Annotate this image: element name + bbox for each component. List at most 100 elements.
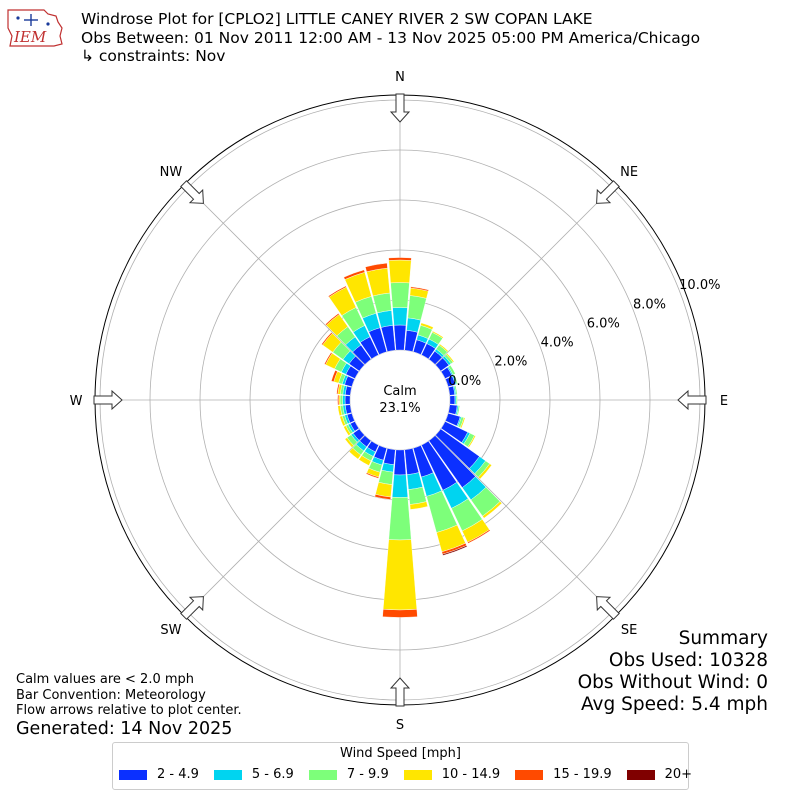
legend-label: 5 - 6.9 [251,767,294,782]
legend-label: 7 - 9.9 [346,767,389,782]
windrose-bar [343,269,366,280]
chart-title: Windrose Plot for [CPLO2] LITTLE CANEY R… [81,10,700,66]
bar-convention-note: Bar Convention: Meteorology [16,687,206,703]
compass-label-n: N [395,70,405,85]
grid-spoke [435,435,616,616]
windrose-bar [393,449,407,476]
windrose-bar [336,383,340,395]
legend-item-2: 7 - 9.9 [308,767,389,782]
legend-label: 2 - 4.9 [157,767,199,782]
windrose-bar [331,370,338,382]
windrose-bar [467,529,491,544]
legend-item-1: 5 - 6.9 [213,767,294,782]
compass-label-se: SE [621,623,637,638]
summary-block: Summary Obs Used: 10328 Obs Without Wind… [578,628,768,716]
windrose-bar [391,474,409,498]
windrose-bar [328,285,347,298]
windrose-bar [442,545,468,556]
windrose-bar [406,472,423,490]
chart-notes: Calm values are < 2.0 mph Bar Convention… [16,672,242,719]
compass-label-ne: NE [620,165,638,180]
windrose-bar [390,282,410,309]
grid-spoke [184,435,365,616]
calm-value: 23.1% [379,401,420,416]
windrose-bar [344,437,355,448]
legend-label: 20+ [664,767,693,782]
radial-tick-label: 6.0% [587,316,620,331]
compass-arrow [677,389,707,411]
windrose-bar [337,405,343,416]
legend-label: 10 - 14.9 [441,767,501,782]
radial-tick-label: 0.0% [448,374,481,389]
radial-tick-label: 4.0% [541,336,574,351]
radial-tick-label: 10.0% [679,278,720,293]
calm-note: Calm values are < 2.0 mph [16,672,195,687]
windrose-bar [348,447,362,460]
windrose-bar [448,364,456,376]
windrose-bar [388,259,412,284]
compass-label-w: W [70,394,83,409]
windrose-bar [339,394,343,406]
windrose-bar [478,463,492,480]
windrose-bar [456,405,460,416]
grid-spoke [184,184,365,365]
windrose-bar [407,295,427,321]
windrose-bar [378,469,394,485]
radial-tick-label: 2.0% [494,355,527,370]
legend-item-0: 2 - 4.9 [119,767,199,782]
legend-swatch [308,769,337,780]
windrose-bar [408,486,427,505]
windrose-bar [339,415,346,427]
calm-circle [351,351,449,449]
windrose-bar [344,395,351,405]
compass-label-sw: SW [160,623,181,638]
legend-title: Wind Speed [mph] [340,746,461,761]
windrose-bar [321,332,333,346]
windrose-bar [374,494,392,500]
legend-items: 2 - 4.9 5 - 6.9 7 - 9.9 10 - 14.9 15 - 19.9 2… [119,767,707,782]
windrose-bar [410,286,429,292]
calm-label: Calm [383,384,416,399]
title-line-3: ↳ constraints: Nov [81,47,226,65]
windrose-bar [467,435,476,448]
radial-tick-label: 8.0% [633,297,666,312]
summary-avg-speed: Avg Speed: 5.4 mph [580,694,768,715]
compass-arrow [180,180,204,204]
compass-arrow [93,389,123,411]
legend-swatch [515,769,544,780]
windrose-bar [445,353,455,363]
windrose-bar [337,394,340,406]
windrose-bar [382,539,418,611]
logo-text: IEM [13,28,47,46]
windrose-bar [482,501,503,519]
flow-arrows-note: Flow arrows relative to plot center. [16,703,242,718]
windrose-bar [365,262,388,273]
windrose-bar [453,374,459,385]
grid-spoke [435,184,616,365]
legend-swatch [626,769,655,780]
legend-swatch [119,769,147,780]
compass-arrow [389,93,411,123]
windrose-bar [438,343,449,353]
title-line-1: Windrose Plot for [CPLO2] LITTLE CANEY R… [81,10,593,28]
windrose-bar [393,324,407,351]
windrose-bar [325,313,340,326]
windrose-bar [372,292,392,314]
compass-label-nw: NW [160,165,183,180]
legend-item-5: 20+ [626,767,693,782]
legend: Wind Speed [mph] 2 - 4.9 5 - 6.9 7 - 9.9 10… [112,742,692,790]
windrose-bar [388,496,412,541]
compass-arrow [596,180,620,204]
compass-label-s: S [396,718,404,733]
windrose-bar [409,501,428,510]
summary-title: Summary [678,628,768,649]
legend-swatch [213,769,242,780]
windrose-bar [343,425,351,436]
compass-label-e: E [720,394,728,409]
summary-obs-without-wind: Obs Without Wind: 0 [577,672,768,693]
compass-arrow [389,677,411,707]
windrose-bar [420,322,434,330]
windrose-bar [455,395,458,405]
windrose-bar [449,395,456,405]
